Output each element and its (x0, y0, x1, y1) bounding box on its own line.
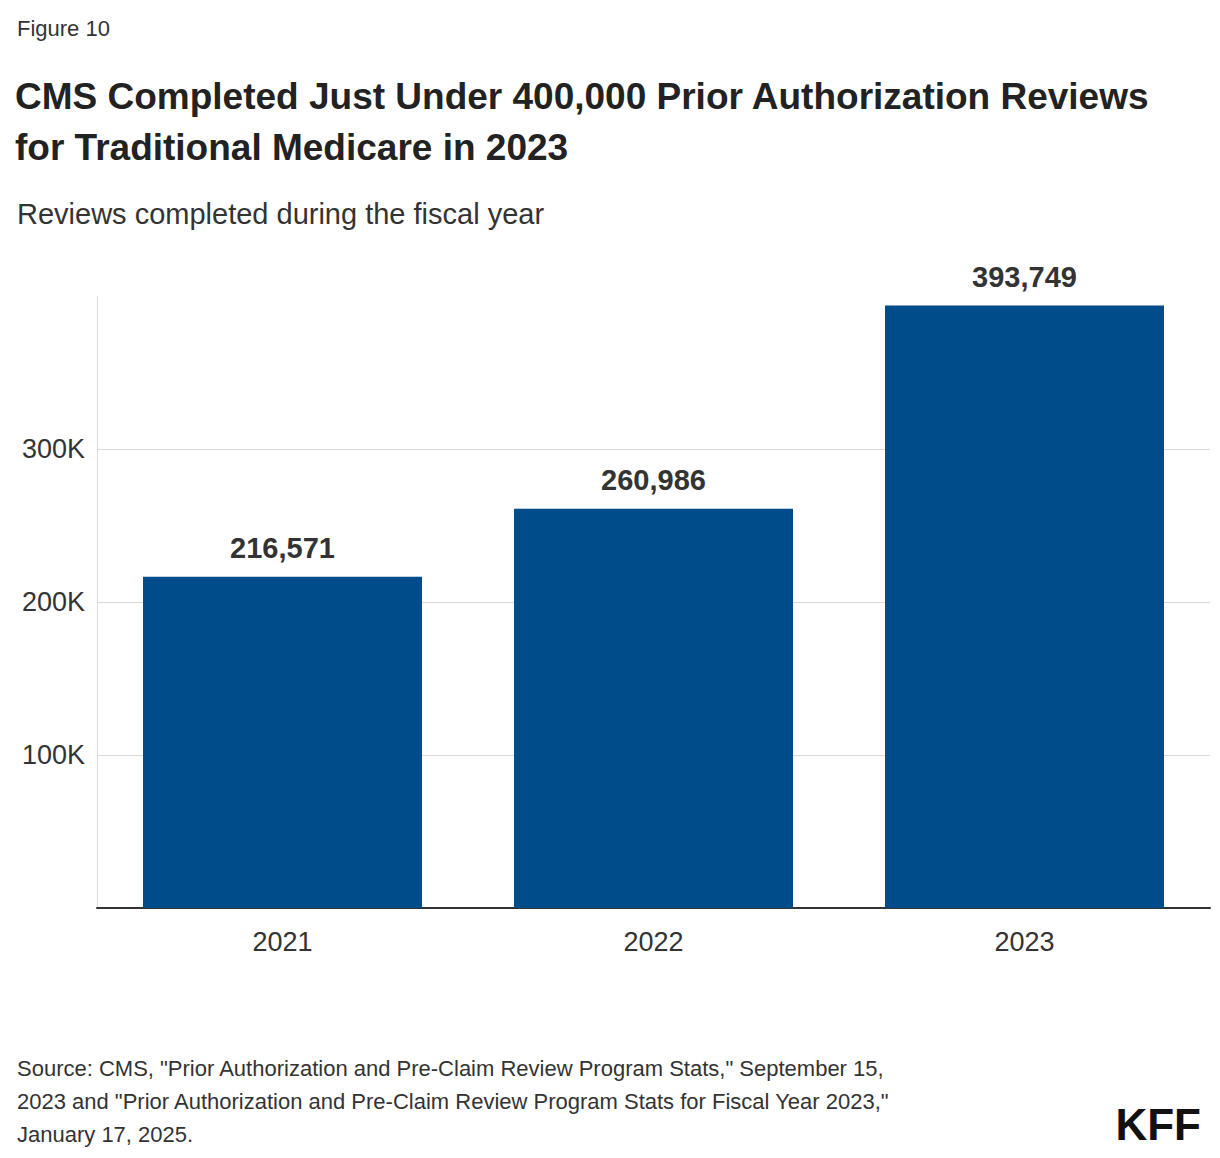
svg-text:Figure 10: Figure 10 (17, 16, 110, 41)
svg-text:January 17, 2025.: January 17, 2025. (17, 1122, 193, 1147)
svg-text:216,571: 216,571 (230, 532, 335, 564)
svg-text:KFF: KFF (1115, 1100, 1201, 1149)
svg-text:200K: 200K (22, 587, 85, 617)
svg-text:300K: 300K (22, 434, 85, 464)
svg-text:260,986: 260,986 (601, 464, 706, 496)
svg-text:2021: 2021 (252, 927, 312, 957)
svg-text:CMS Completed Just Under 400,0: CMS Completed Just Under 400,000 Prior A… (15, 76, 1159, 117)
svg-text:2023 and "Prior Authorization: 2023 and "Prior Authorization and Pre-Cl… (17, 1089, 895, 1114)
svg-text:393,749: 393,749 (972, 261, 1077, 293)
svg-text:for Traditional Medicare in 20: for Traditional Medicare in 2023 (15, 127, 568, 168)
svg-text:Source: CMS, "Prior Authorizat: Source: CMS, "Prior Authorization and Pr… (17, 1056, 890, 1081)
svg-text:2022: 2022 (623, 927, 683, 957)
svg-text:Reviews completed during the f: Reviews completed during the fiscal year (17, 198, 544, 230)
svg-text:100K: 100K (22, 740, 85, 770)
svg-text:2023: 2023 (994, 927, 1054, 957)
